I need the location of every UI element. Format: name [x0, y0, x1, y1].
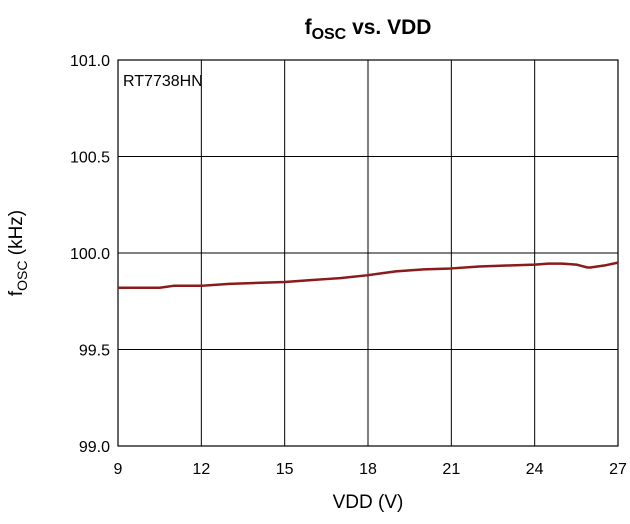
series-line-0 — [118, 261, 619, 289]
x-tick-label-24: 24 — [526, 461, 544, 478]
plot-frame — [117, 59, 619, 447]
chart-title-rest: vs. VDD — [346, 16, 431, 39]
y-tick-label-100.0: 100.0 — [70, 246, 110, 263]
x-tick-labels: 9 12 15 18 21 24 27 — [114, 461, 627, 478]
series-layer — [118, 261, 619, 289]
chart-title: fOSC vs. VDD — [305, 16, 432, 43]
x-tick-label-27: 27 — [609, 461, 627, 478]
x-tick-label-21: 21 — [442, 461, 460, 478]
y-axis-label: fOSC (kHz) — [6, 210, 30, 296]
x-tick-label-12: 12 — [192, 461, 210, 478]
y-tick-labels: 99.0 99.5 100.0 100.5 101.0 — [70, 53, 110, 456]
y-axis-label-f: f — [6, 290, 27, 296]
chart-title-f: f — [305, 16, 313, 39]
x-tick-label-15: 15 — [276, 461, 294, 478]
x-axis-label: VDD (V) — [333, 492, 404, 513]
y-tick-label-100.5: 100.5 — [70, 150, 110, 167]
x-tick-label-18: 18 — [359, 461, 377, 478]
y-tick-label-101.0: 101.0 — [70, 53, 110, 70]
y-tick-label-99.5: 99.5 — [79, 343, 110, 360]
y-tick-label-99.0: 99.0 — [79, 439, 110, 456]
y-axis-label-subscript: OSC — [14, 261, 30, 291]
device-annotation: RT7738HN — [123, 73, 203, 90]
grid-lines — [118, 60, 618, 446]
y-axis-label-rest: (kHz) — [6, 210, 27, 261]
x-tick-label-9: 9 — [114, 461, 123, 478]
chart-title-subscript: OSC — [312, 26, 347, 43]
